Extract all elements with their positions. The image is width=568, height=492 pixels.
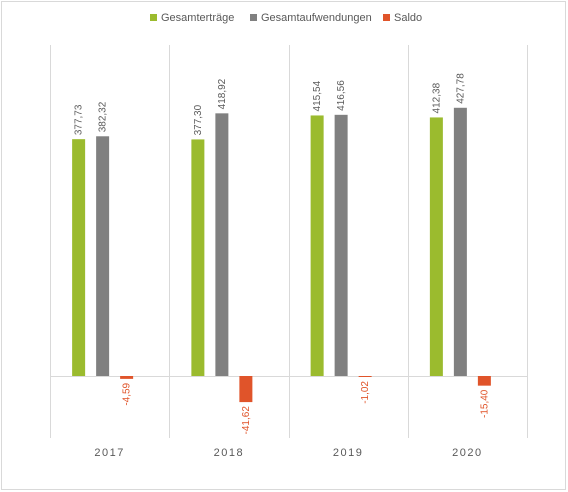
legend: Gesamterträge Gesamtaufwendungen Saldo	[150, 12, 422, 24]
bar	[310, 115, 324, 376]
data-label: -15,40	[479, 389, 490, 418]
data-label: 382,32	[98, 101, 109, 132]
legend-swatch	[383, 14, 390, 21]
bar	[477, 376, 491, 386]
bar	[96, 136, 110, 376]
data-label: 412,38	[431, 82, 442, 113]
bars	[72, 107, 491, 403]
data-label: -1,02	[360, 381, 371, 404]
data-label: 415,54	[312, 80, 323, 111]
legend-swatch	[150, 14, 157, 21]
legend-label: Saldo	[394, 12, 422, 24]
data-labels: 377,73 382,32 -4,59 377,30 418,92 -41,62 415,5…	[74, 73, 491, 435]
x-tick-label: 2018	[214, 447, 244, 459]
bar	[358, 376, 372, 377]
bar	[72, 139, 86, 376]
category-separators	[50, 45, 528, 438]
data-label: 377,30	[193, 104, 204, 135]
legend-label: Gesamtaufwendungen	[261, 12, 372, 24]
x-tick-label: 2017	[94, 447, 124, 459]
bar	[334, 114, 348, 376]
legend-label: Gesamterträge	[161, 12, 234, 24]
bar	[429, 117, 443, 376]
data-label: -4,59	[122, 382, 133, 405]
bar	[120, 376, 134, 379]
data-label: -41,62	[241, 406, 252, 435]
x-tick-label: 2020	[452, 447, 482, 459]
data-label: 427,78	[455, 73, 466, 104]
data-label: 418,92	[217, 78, 228, 109]
bar	[191, 139, 205, 376]
x-tick-label: 2019	[333, 447, 363, 459]
bar	[215, 113, 229, 376]
bar	[453, 107, 467, 377]
x-tick-labels: 2017 2018 2019 2020	[94, 447, 482, 459]
data-label: 416,56	[336, 80, 347, 111]
legend-swatch	[250, 14, 257, 21]
data-label: 377,73	[74, 104, 85, 135]
bar	[239, 376, 253, 403]
